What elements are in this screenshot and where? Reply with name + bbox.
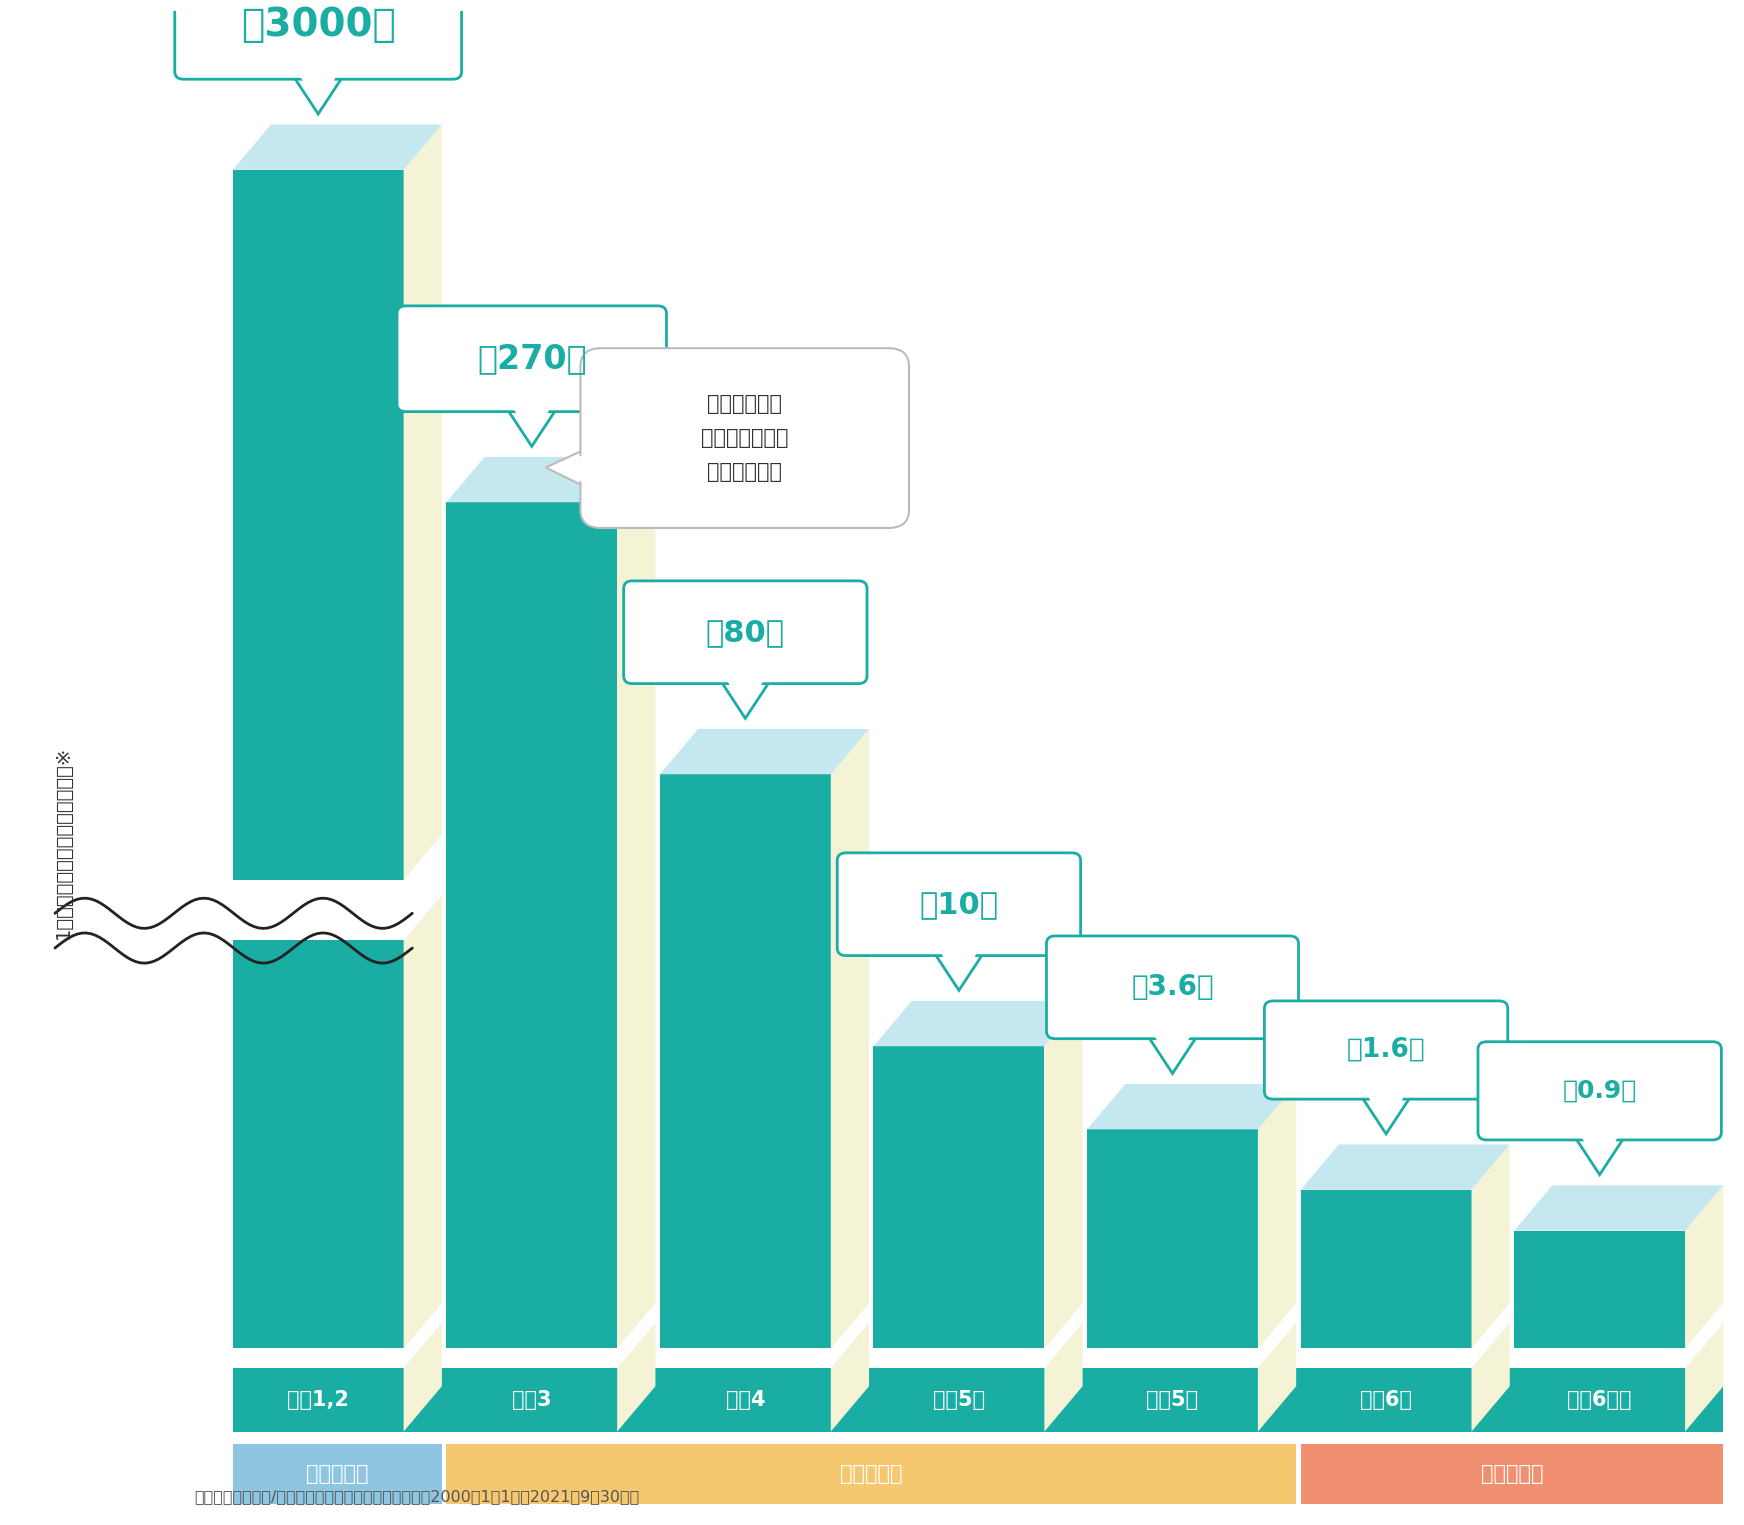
- Polygon shape: [290, 72, 345, 114]
- Polygon shape: [232, 169, 403, 880]
- FancyBboxPatch shape: [232, 1444, 441, 1504]
- Polygon shape: [446, 502, 617, 1348]
- Polygon shape: [617, 1322, 656, 1432]
- Polygon shape: [403, 125, 441, 880]
- Text: 小・中規模の
地震発生確率は
非常に高い。: 小・中規模の 地震発生確率は 非常に高い。: [701, 393, 788, 482]
- FancyBboxPatch shape: [581, 348, 909, 528]
- Polygon shape: [931, 949, 987, 990]
- Polygon shape: [1301, 1144, 1510, 1190]
- Polygon shape: [1257, 1084, 1296, 1348]
- Text: 終3000回: 終3000回: [241, 6, 396, 44]
- FancyBboxPatch shape: [446, 1444, 1296, 1504]
- Polygon shape: [1685, 1322, 1723, 1432]
- Text: 終80回: 終80回: [706, 618, 785, 647]
- Polygon shape: [830, 1322, 869, 1432]
- Text: 震則5弱: 震則5弱: [933, 1389, 985, 1409]
- Text: 終0.9回: 終0.9回: [1563, 1078, 1638, 1103]
- Text: 震則3: 震則3: [513, 1389, 551, 1409]
- Text: 終10回: 終10回: [919, 889, 998, 918]
- Polygon shape: [617, 458, 656, 1348]
- Polygon shape: [1685, 1185, 1723, 1348]
- FancyBboxPatch shape: [398, 307, 666, 412]
- Text: 参考資料：気象庁/日本付近で発生した主な被害地震（2000年1月1日～2021年9月30日）: 参考資料：気象庁/日本付近で発生した主な被害地震（2000年1月1日～2021年…: [194, 1488, 640, 1504]
- Text: 震則1,2: 震則1,2: [288, 1389, 349, 1409]
- Polygon shape: [1514, 1231, 1685, 1348]
- Polygon shape: [1359, 1092, 1414, 1135]
- Polygon shape: [874, 1046, 1045, 1348]
- Text: 終270回: 終270回: [476, 342, 586, 375]
- Polygon shape: [937, 944, 982, 982]
- Polygon shape: [504, 404, 560, 447]
- Polygon shape: [659, 729, 869, 775]
- Polygon shape: [717, 676, 773, 718]
- Polygon shape: [446, 458, 656, 502]
- Polygon shape: [1257, 1322, 1296, 1432]
- Polygon shape: [232, 125, 441, 169]
- Polygon shape: [555, 447, 603, 490]
- Polygon shape: [659, 775, 830, 1348]
- Polygon shape: [295, 67, 340, 107]
- Polygon shape: [1087, 1130, 1257, 1348]
- Polygon shape: [509, 400, 555, 439]
- FancyBboxPatch shape: [624, 581, 867, 683]
- Polygon shape: [1087, 1084, 1296, 1130]
- Polygon shape: [1364, 1087, 1409, 1127]
- Text: 終1.6回: 終1.6回: [1346, 1037, 1425, 1063]
- Polygon shape: [1472, 1144, 1510, 1348]
- Polygon shape: [1577, 1128, 1622, 1167]
- FancyBboxPatch shape: [1264, 1000, 1509, 1100]
- FancyBboxPatch shape: [1477, 1042, 1721, 1139]
- Polygon shape: [874, 1000, 1083, 1046]
- Polygon shape: [1514, 1185, 1723, 1231]
- Polygon shape: [830, 729, 869, 1348]
- Polygon shape: [546, 442, 602, 494]
- Text: 中規模地震: 中規模地震: [841, 1464, 902, 1484]
- FancyBboxPatch shape: [1046, 936, 1299, 1039]
- Text: 震則5強: 震則5強: [1146, 1389, 1198, 1409]
- Polygon shape: [1144, 1031, 1200, 1074]
- Text: 1年間に発生した地震の平均回数※: 1年間に発生した地震の平均回数※: [54, 746, 73, 939]
- FancyBboxPatch shape: [837, 852, 1081, 956]
- Polygon shape: [1149, 1026, 1195, 1066]
- Polygon shape: [1301, 1190, 1472, 1348]
- FancyBboxPatch shape: [174, 0, 462, 79]
- Polygon shape: [1571, 1133, 1627, 1174]
- FancyBboxPatch shape: [232, 1368, 1723, 1432]
- Polygon shape: [1045, 1322, 1083, 1432]
- Polygon shape: [232, 941, 403, 1348]
- Text: 大規模地震: 大規模地震: [1481, 1464, 1543, 1484]
- Polygon shape: [1045, 1000, 1083, 1348]
- Text: 小規模地震: 小規模地震: [305, 1464, 368, 1484]
- Text: 震則6弱: 震則6弱: [1360, 1389, 1413, 1409]
- Text: 震則4: 震則4: [726, 1389, 766, 1409]
- Polygon shape: [403, 1322, 441, 1432]
- Polygon shape: [403, 895, 441, 1348]
- Polygon shape: [722, 671, 767, 711]
- Text: 終3.6回: 終3.6回: [1132, 973, 1214, 1002]
- Text: 震則6強～: 震則6強～: [1568, 1389, 1632, 1409]
- FancyBboxPatch shape: [1301, 1444, 1723, 1504]
- Polygon shape: [1472, 1322, 1510, 1432]
